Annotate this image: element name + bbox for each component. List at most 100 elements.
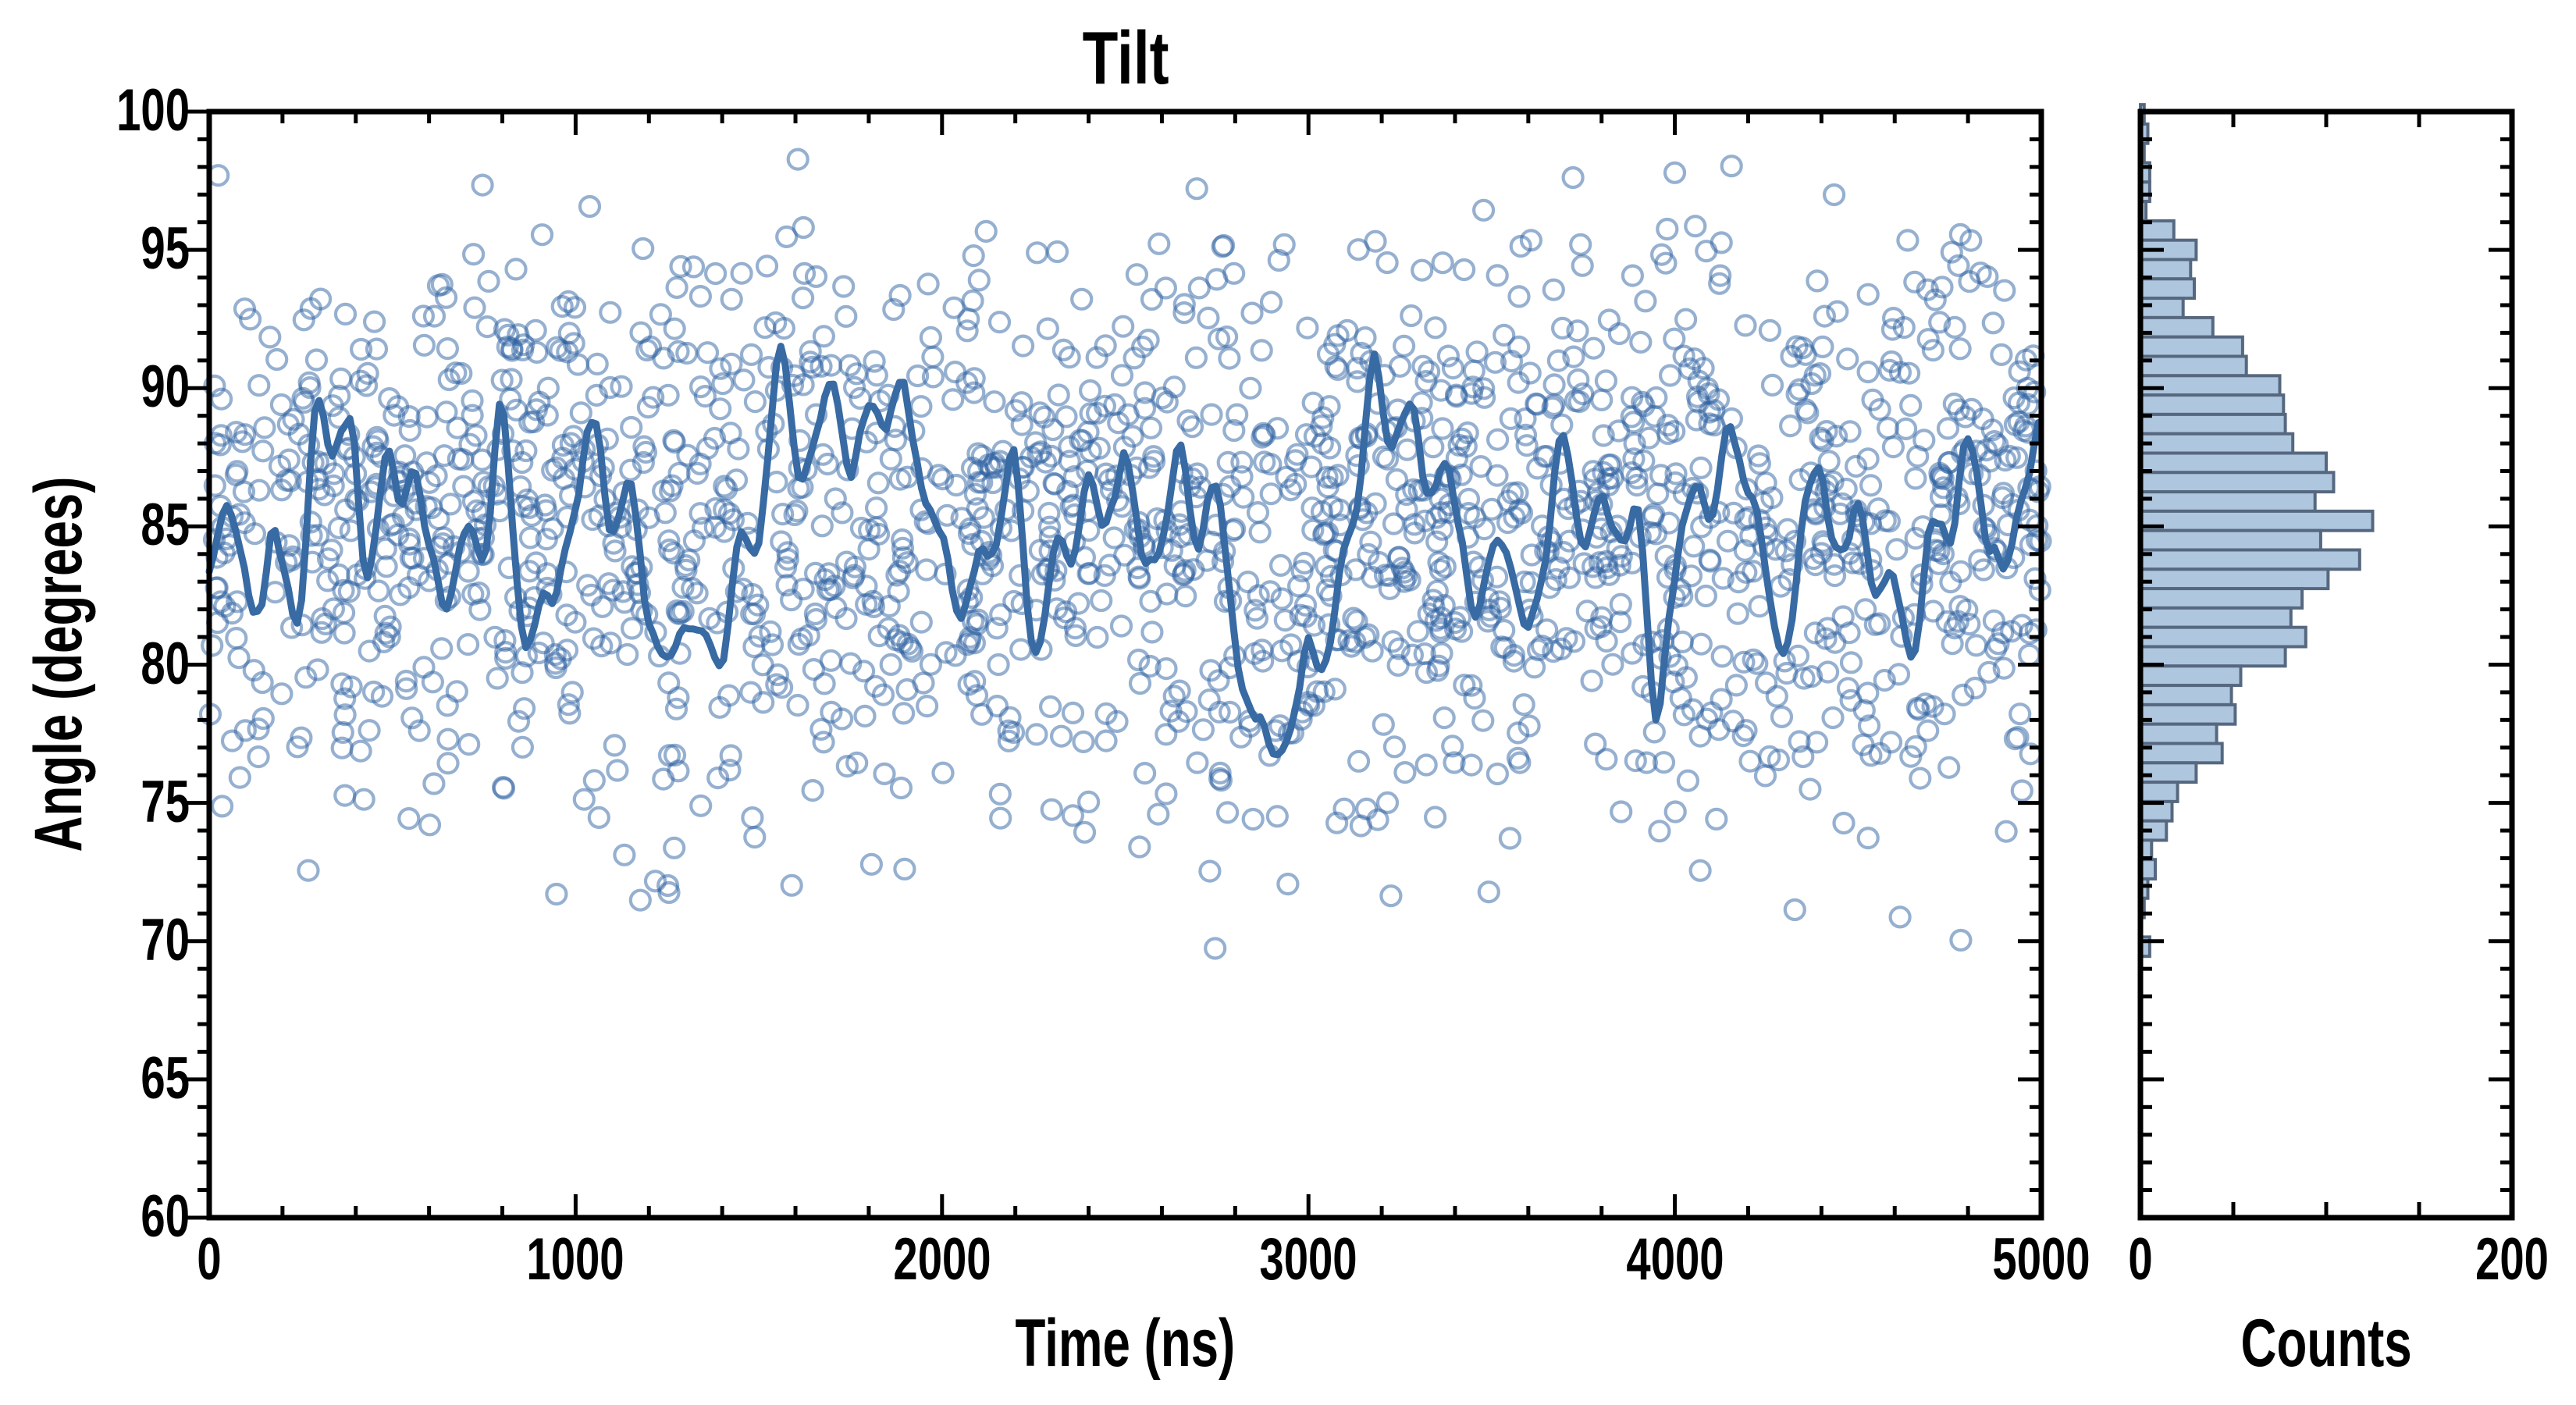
scatter-point <box>1247 584 1270 607</box>
scatter-point <box>333 302 358 325</box>
main-plot-frame <box>206 108 2044 1221</box>
scatter-point <box>251 439 275 463</box>
scatter-point <box>456 632 480 656</box>
scatter-point <box>1393 760 1417 784</box>
scatter-point <box>1450 620 1474 643</box>
scatter-point <box>1694 584 1717 608</box>
histogram-bar <box>2139 393 2286 416</box>
scatter-point <box>888 283 912 308</box>
scatter-point <box>1425 530 1449 553</box>
scatter-point <box>1286 574 1311 598</box>
scatter-point <box>1279 478 1303 502</box>
scatter-point <box>819 649 843 672</box>
scatter-point <box>337 580 361 603</box>
scatter-point <box>1748 595 1771 618</box>
scatter-point <box>1927 552 1951 575</box>
scatter-point <box>1796 401 1820 425</box>
scatter-point <box>1246 500 1270 525</box>
scatter-point <box>709 357 732 380</box>
scatter-point <box>835 754 859 778</box>
scatter-point <box>412 656 436 679</box>
scatter-point <box>1130 335 1155 359</box>
scatter-point <box>1972 558 1995 582</box>
scatter-point <box>461 404 484 427</box>
scatter-point <box>1205 268 1229 291</box>
scatter-point <box>1608 553 1631 577</box>
scatter-point <box>1582 460 1605 483</box>
scatter-point <box>1093 564 1116 588</box>
scatter-point <box>1738 749 1762 773</box>
scatter-point <box>1310 414 1333 438</box>
scatter-point <box>1010 413 1034 436</box>
scatter-point <box>1357 623 1380 646</box>
scatter-point <box>1174 584 1197 608</box>
scatter-point <box>1856 681 1880 705</box>
scatter-point <box>1624 749 1647 773</box>
scatter-point <box>327 516 350 540</box>
scatter-point <box>1230 450 1254 474</box>
scatter-point <box>1140 621 1164 644</box>
scatter-point <box>987 311 1012 334</box>
scatter-point <box>544 656 568 680</box>
scatter-point <box>1726 602 1749 625</box>
scatter-point <box>1469 454 1493 478</box>
scatter-point <box>1582 336 1606 360</box>
scatter-point <box>845 751 869 775</box>
scatter-point <box>1109 614 1133 638</box>
scatter-point <box>1070 287 1094 311</box>
scatter-point <box>1896 229 1920 252</box>
scatter-point <box>879 653 902 677</box>
scatter-point <box>333 784 357 807</box>
scatter-point <box>720 352 743 375</box>
scatter-point <box>1436 344 1461 368</box>
scatter-point <box>2024 459 2048 482</box>
scatter-point <box>1431 251 1454 275</box>
scatter-point <box>1187 276 1211 300</box>
scatter-point <box>804 607 828 631</box>
scatter-point <box>415 405 439 429</box>
scatter-point <box>569 401 592 425</box>
scatter-point <box>720 287 743 311</box>
scatter-point <box>352 788 375 811</box>
scatter-point <box>490 368 514 392</box>
scatter-point <box>1710 645 1734 668</box>
scatter-point <box>349 739 372 763</box>
scatter-point <box>809 717 833 742</box>
scatter-point <box>1688 859 1712 882</box>
scatter-point <box>1460 674 1483 697</box>
scatter-point <box>1928 311 1952 334</box>
histogram-bar <box>2139 432 2295 455</box>
scatter-point <box>1943 315 1966 339</box>
scatter-point <box>1564 389 1588 413</box>
scatter-point <box>1311 406 1335 429</box>
scatter-point <box>1232 486 1255 509</box>
scatter-point <box>1932 476 1955 500</box>
scatter-point <box>1557 566 1582 589</box>
scatter-point <box>1128 671 1152 695</box>
scatter-point <box>620 617 644 640</box>
scatter-point <box>884 429 908 452</box>
scatter-point <box>1601 466 1624 490</box>
scatter-point <box>1463 686 1486 710</box>
scatter-point <box>551 433 575 457</box>
scatter-point <box>1197 688 1221 712</box>
scatter-point <box>358 639 381 663</box>
scatter-point <box>239 308 262 331</box>
scatter-point <box>1519 229 1543 252</box>
scatter-point <box>1034 450 1058 474</box>
scatter-point <box>657 529 681 553</box>
scatter-point <box>444 361 468 385</box>
scatter-point <box>718 758 742 782</box>
scatter-point <box>1045 240 1069 264</box>
scatter-point <box>1186 751 1209 774</box>
scatter-point <box>944 644 967 667</box>
scatter-point <box>572 788 596 811</box>
scatter-point <box>350 337 373 361</box>
scatter-point <box>1977 660 2001 684</box>
scatter-point <box>1742 648 1765 671</box>
scatter-point <box>941 388 965 411</box>
scatter-point <box>2008 360 2031 383</box>
scatter-point <box>1899 745 1923 768</box>
scatter-point <box>486 667 509 690</box>
scatter-point <box>755 254 779 278</box>
